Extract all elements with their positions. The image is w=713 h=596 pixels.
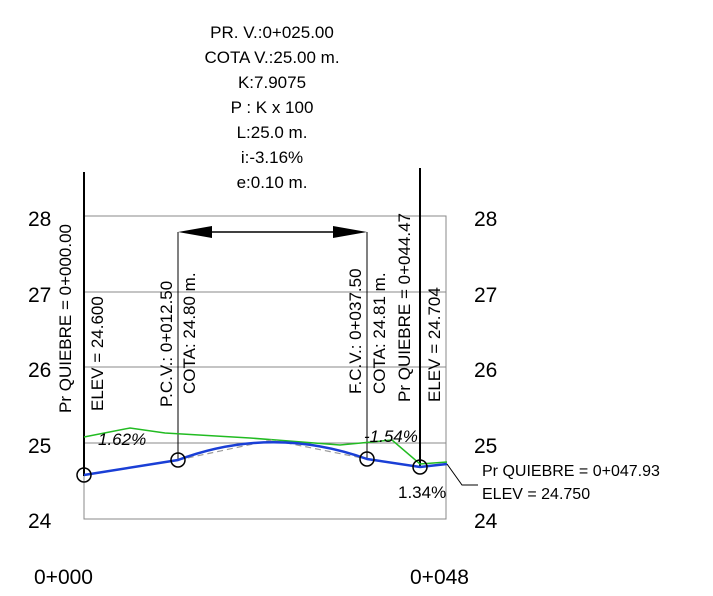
curve-info: PR. V.:0+025.00 COTA V.:25.00 m. K:7.907… [204, 23, 339, 192]
curve-length-arrow [178, 226, 367, 238]
slope-label-1: 1.62% [98, 430, 146, 449]
y-labels-left: 28 27 26 25 24 [28, 208, 52, 533]
end-leader [446, 463, 478, 486]
vertical-labels: Pr QUIEBRE = 0+000.00 ELEV = 24.600 P.C.… [56, 213, 444, 413]
y-label-left-25: 25 [28, 435, 51, 458]
y-label-left-26: 26 [28, 359, 51, 382]
y-label-left-24: 24 [28, 510, 52, 533]
y-label-right-26: 26 [474, 359, 497, 382]
curve-e: e:0.10 m. [237, 173, 308, 192]
label-pq-start: Pr QUIEBRE = 0+000.00 [56, 224, 75, 413]
y-label-right-27: 27 [474, 284, 497, 307]
curve-i: i:-3.16% [241, 148, 303, 167]
y-label-left-28: 28 [28, 208, 51, 231]
y-label-right-28: 28 [474, 208, 497, 231]
point-marker-pq-mid [412, 459, 428, 475]
slope-label-3: 1.34% [398, 483, 446, 502]
y-label-right-24: 24 [474, 510, 498, 533]
end-elev-label: ELEV = 24.750 [482, 486, 590, 503]
label-pq-mid: Pr QUIEBRE = 0+044.47 [395, 213, 414, 402]
x-label-end: 0+048 [410, 566, 469, 589]
y-label-right-25: 25 [474, 435, 497, 458]
curve-p: P : K x 100 [231, 98, 314, 117]
curve-k: K:7.9075 [238, 73, 306, 92]
label-elev-mid: ELEV = 24.704 [425, 287, 444, 402]
end-pq-label: Pr QUIEBRE = 0+047.93 [482, 463, 660, 480]
x-labels: 0+000 0+048 [34, 566, 469, 589]
slope-label-2: -1.54% [364, 427, 418, 446]
station-lines [83, 168, 421, 476]
point-marker-pcv [170, 452, 186, 468]
y-label-left-27: 27 [28, 284, 51, 307]
label-pcv-cota: COTA: 24.80 m. [180, 272, 199, 394]
label-pcv: P.C.V.: 0+012.50 [157, 281, 176, 407]
point-marker-fcv [359, 451, 375, 467]
tangent-line [177, 439, 368, 461]
end-point-labels: Pr QUIEBRE = 0+047.93 ELEV = 24.750 [482, 463, 660, 503]
y-labels-right: 28 27 26 25 24 [474, 208, 498, 533]
grid [83, 215, 447, 520]
curve-pr-v: PR. V.:0+025.00 [210, 23, 334, 42]
curve-cota-v: COTA V.:25.00 m. [204, 48, 339, 67]
point-marker-start [76, 467, 92, 483]
terrain-line [83, 427, 448, 465]
label-fcv-cota: COTA: 24.81 m. [370, 272, 389, 394]
grade-line [83, 441, 448, 477]
slope-labels: 1.62% -1.54% 1.34% [98, 427, 446, 502]
label-fcv: F.C.V.: 0+037.50 [346, 268, 365, 394]
curve-l: L:25.0 m. [237, 123, 308, 142]
label-elev-start: ELEV = 24.600 [88, 296, 107, 411]
point-markers [76, 451, 428, 483]
x-label-start: 0+000 [34, 566, 93, 589]
